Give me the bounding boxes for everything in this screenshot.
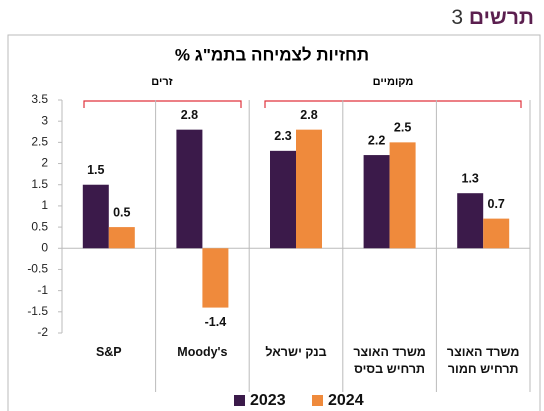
y-tick-label: 2.5 [31,135,48,149]
y-tick-label: 1 [41,198,48,212]
y-tick-label: -0.5 [27,262,48,276]
bar [483,218,510,249]
bar [296,129,322,249]
x-tick-label: Moody's [177,345,228,359]
chart-title: תחזיות לצמיחה בתמ"ג % [175,45,369,64]
group-label: מקומיים [373,76,414,88]
bar [82,184,109,249]
x-tick-label: משרד האוצר תרחיש חמור [446,345,520,376]
value-label: 2.3 [274,129,291,143]
bar [389,142,416,249]
y-tick-label: -2 [37,325,48,339]
x-tick-label: S&P [95,345,122,359]
y-tick-label: 3.5 [31,92,48,106]
figure-header: תרשים 3 [451,6,534,30]
value-label: 0.7 [488,197,505,211]
legend-label: 2023 [250,392,286,409]
value-label: 0.5 [113,205,130,219]
value-label: 1.5 [87,163,104,177]
bar [270,150,296,249]
legend-label: 2024 [328,392,364,409]
bar [108,227,135,249]
value-label: 2.8 [181,108,198,122]
value-label: 2.5 [394,121,411,135]
y-tick-label: 1.5 [31,177,48,191]
group-bracket [264,100,522,108]
value-label: 2.8 [300,108,317,122]
bar [176,129,203,249]
y-tick-label: 0 [41,240,48,254]
y-tick-label: -1.5 [27,304,48,318]
x-tick-label: משרד האוצר תרחיש בסיס [353,345,426,376]
y-tick-label: 2 [41,156,48,170]
y-tick-label: 3 [41,113,48,127]
value-label: 1.3 [462,171,479,185]
bar [363,155,390,249]
y-tick-label: 0.5 [31,219,48,233]
value-label: -1.4 [205,315,227,329]
value-label: 2.2 [368,133,385,147]
chart-frame [7,34,541,411]
y-tick-label: -1 [37,283,48,297]
figure-label: תרשים [468,6,534,29]
bar [202,248,229,308]
legend-swatch [234,395,245,406]
figure-number: 3 [451,6,464,29]
legend-swatch [312,395,323,406]
bar [457,193,484,249]
group-bracket [83,100,242,108]
x-tick-label: בנק ישראל [265,345,327,359]
group-label: זרים [151,76,172,88]
